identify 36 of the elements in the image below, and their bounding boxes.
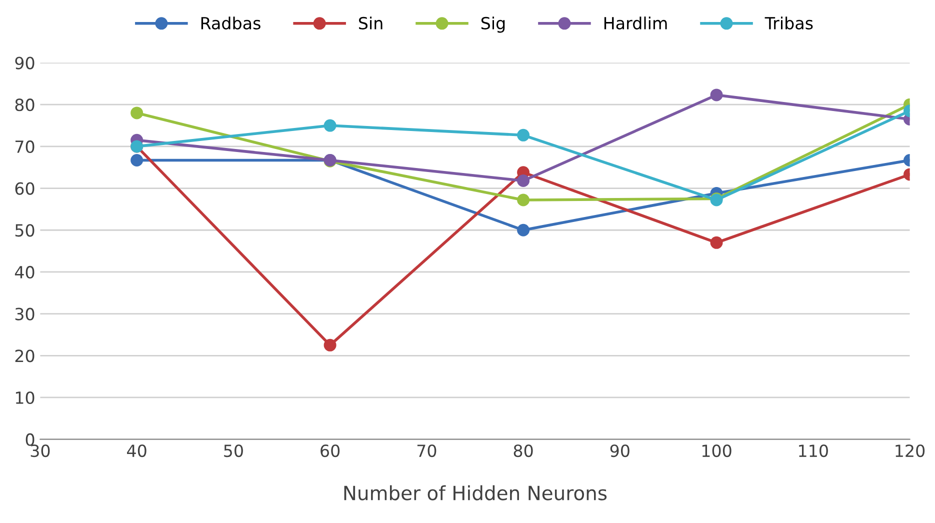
point [324,338,336,352]
x-tick-label: 40 [127,444,146,458]
y-tick-label: 0 [26,433,34,446]
point [517,174,530,187]
point [130,106,144,120]
y-tick-label: 90 [15,56,34,70]
legend-label: Hardlim [604,16,667,30]
x-tick-label: 100 [702,444,732,458]
x-axis-title: Number of Hidden Neurons [344,485,607,500]
point [130,154,144,166]
point [710,88,723,102]
x-tick-label: 110 [799,444,828,458]
x-tick-label: 30 [30,444,50,458]
point [517,224,530,236]
x-tick-label: 90 [610,444,630,458]
point [710,236,723,249]
y-tick-label: 40 [14,266,34,279]
x-tick-label: 80 [514,444,533,458]
x-tick-label: 120 [896,444,925,458]
legend-label: Tribas [764,16,813,30]
legend-label: Sig [481,16,505,33]
y-tick-label: 80 [15,98,34,112]
x-tick-label: 70 [417,444,436,458]
y-tick-label: 50 [15,224,34,237]
legend-label: Sin [359,16,382,30]
y-tick-label: 10 [16,391,34,404]
y-tick-label: 30 [15,308,34,320]
legend-label: Radbas [201,16,260,30]
y-tick-label: 20 [15,350,34,362]
point [324,119,336,132]
point [517,128,530,142]
x-tick-label: 50 [224,444,243,458]
y-tick-label: 70 [16,140,34,154]
point [517,194,530,206]
x-tick-label: 60 [320,444,340,458]
y-tick-label: 60 [15,182,34,195]
